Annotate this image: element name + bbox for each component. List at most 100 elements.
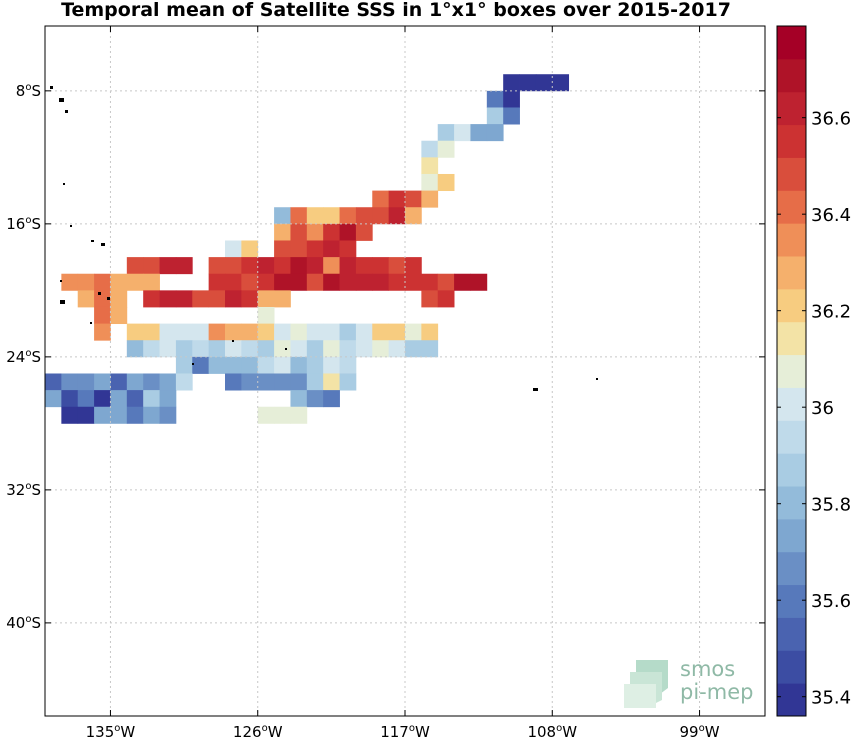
sss-cell (159, 290, 177, 308)
sss-cell (241, 240, 259, 258)
sss-cell (94, 406, 111, 424)
sss-cell (77, 290, 95, 308)
colorbar-level (777, 551, 806, 586)
sss-cell (323, 356, 340, 374)
island (63, 183, 65, 185)
sss-cell (225, 373, 242, 391)
sss-cell (110, 273, 128, 291)
sss-cell (355, 340, 373, 358)
colorbar-tick-label: 35.8 (811, 495, 851, 516)
sss-cell (437, 140, 455, 158)
sss-cell (94, 373, 111, 391)
sss-cell (519, 74, 537, 92)
x-axis-ticks: 135oW 126oW 117oW 108oW 99oW (86, 26, 720, 740)
sss-cell (208, 356, 226, 374)
sss-cell (126, 390, 144, 408)
sss-cell (306, 273, 324, 291)
sss-cell (94, 273, 111, 291)
sss-cell (257, 306, 275, 325)
sss-cell (274, 323, 291, 341)
sss-cell (372, 340, 390, 358)
sss-cell (126, 257, 144, 275)
sss-cell (372, 190, 390, 208)
sss-cell (274, 257, 291, 275)
sss-cell (290, 257, 308, 275)
sss-cell (306, 257, 324, 275)
sss-cell (192, 323, 210, 341)
sss-cell (77, 406, 95, 424)
sss-cell (143, 323, 160, 341)
sss-cell (225, 273, 242, 291)
sss-cell (421, 140, 439, 158)
sss-cell (470, 273, 488, 291)
sss-cell (323, 273, 340, 291)
colorbar-tick-label: 36.2 (811, 302, 851, 323)
sss-cell (77, 273, 95, 291)
colorbar-ticks: 35.4 35.6 35.8 36 36.2 36.4 36.6 (777, 109, 851, 709)
sss-cell (421, 340, 439, 358)
sss-cell (175, 323, 193, 341)
tick-label: 16oS (6, 215, 41, 233)
sss-cell (290, 373, 308, 391)
sss-cell (339, 373, 357, 391)
island (91, 240, 94, 242)
sss-cell (126, 373, 144, 391)
colorbar-level (777, 321, 806, 356)
sss-cell (503, 74, 520, 92)
sss-cell (437, 124, 455, 142)
sss-cell (257, 290, 275, 308)
sss-cell (274, 340, 291, 358)
colorbar-level (777, 650, 806, 684)
island (192, 363, 194, 365)
logo-mark (624, 660, 668, 708)
tick-label: 108oW (527, 723, 577, 740)
sss-cell (290, 207, 308, 225)
sss-cell (421, 273, 439, 291)
island-markers (50, 86, 598, 391)
sss-cell (339, 207, 357, 225)
sss-cell (159, 323, 177, 341)
colorbar-levels (777, 26, 806, 717)
sss-cell (257, 340, 275, 358)
sss-cell (372, 257, 390, 275)
colorbar-level (777, 617, 806, 651)
sss-cell (421, 290, 439, 308)
sss-cell (405, 257, 422, 275)
sss-cell (339, 273, 357, 291)
sss-cell (175, 356, 193, 374)
sss-cell (503, 107, 520, 125)
island (232, 340, 234, 342)
sss-cell (143, 406, 160, 424)
sss-cell (421, 190, 439, 208)
sss-cell (175, 257, 193, 275)
colorbar-tick-label: 36 (811, 398, 834, 419)
sss-cell (110, 290, 128, 308)
sss-cell (175, 340, 193, 358)
sss-cell (274, 290, 291, 308)
island (107, 297, 110, 300)
sss-cell (306, 373, 324, 391)
sss-cell (225, 240, 242, 258)
sss-cell (486, 90, 504, 108)
sss-cells (45, 74, 570, 424)
sss-cell (159, 390, 177, 408)
sss-cell (274, 240, 291, 258)
sss-cell (274, 223, 291, 241)
sss-cell (45, 373, 62, 391)
sss-cell (126, 323, 144, 341)
sss-cell (405, 190, 422, 208)
sss-cell (290, 390, 308, 408)
sss-cell (388, 190, 406, 208)
sss-cell (257, 257, 275, 275)
colorbar-level (777, 256, 806, 290)
sss-cell (388, 257, 406, 275)
sss-cell (208, 273, 226, 291)
sss-cell (405, 207, 422, 225)
colorbar-tick-label: 35.4 (811, 688, 851, 709)
sss-cell (437, 290, 455, 308)
sss-cell (208, 290, 226, 308)
sss-cell (355, 273, 373, 291)
sss-cell (306, 323, 324, 341)
sss-cell (437, 173, 455, 192)
